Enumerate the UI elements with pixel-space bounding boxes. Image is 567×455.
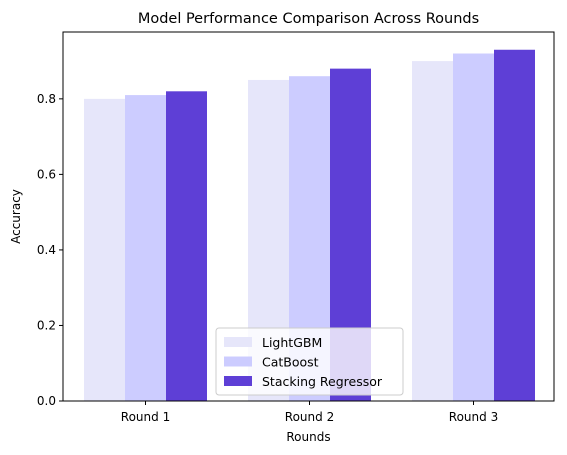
legend-swatch xyxy=(224,356,252,367)
y-tick-label: 0.6 xyxy=(37,167,56,181)
chart-title: Model Performance Comparison Across Roun… xyxy=(138,11,479,27)
legend-box xyxy=(215,327,404,396)
y-axis-label: Accuracy xyxy=(9,189,23,244)
legend: LightGBM CatBoost Stacking Regressor xyxy=(215,327,404,396)
bar-stacking-regressor-round-1 xyxy=(166,91,207,402)
bar-lightgbm-round-1 xyxy=(84,98,125,402)
x-tick-label: Round 3 xyxy=(449,410,498,424)
legend-label: Stacking Regressor xyxy=(262,374,383,389)
legend-swatch xyxy=(224,376,252,386)
legend-swatch xyxy=(224,337,252,347)
x-tick-label: Round 2 xyxy=(285,410,334,424)
y-tick-label: 0.2 xyxy=(37,318,56,332)
x-axis-label: Rounds xyxy=(286,430,330,444)
y-tick-label: 0.0 xyxy=(37,394,56,408)
x-tick-label: Round 1 xyxy=(121,410,170,424)
bar-catboost-round-1 xyxy=(125,95,166,401)
y-axis: 0.0 0.2 0.4 0.6 0.8 xyxy=(37,92,63,408)
plot-frame xyxy=(62,31,555,402)
legend-label: CatBoost xyxy=(262,355,319,370)
x-axis: Round 1 Round 2 Round 3 xyxy=(121,401,498,424)
legend-label: LightGBM xyxy=(262,335,322,350)
y-tick-label: 0.8 xyxy=(37,92,56,106)
y-tick-label: 0.4 xyxy=(37,243,56,257)
bar-stacking-regressor-round-3 xyxy=(494,49,535,401)
bar-catboost-round-3 xyxy=(453,53,494,402)
bar-lightgbm-round-3 xyxy=(412,61,453,402)
